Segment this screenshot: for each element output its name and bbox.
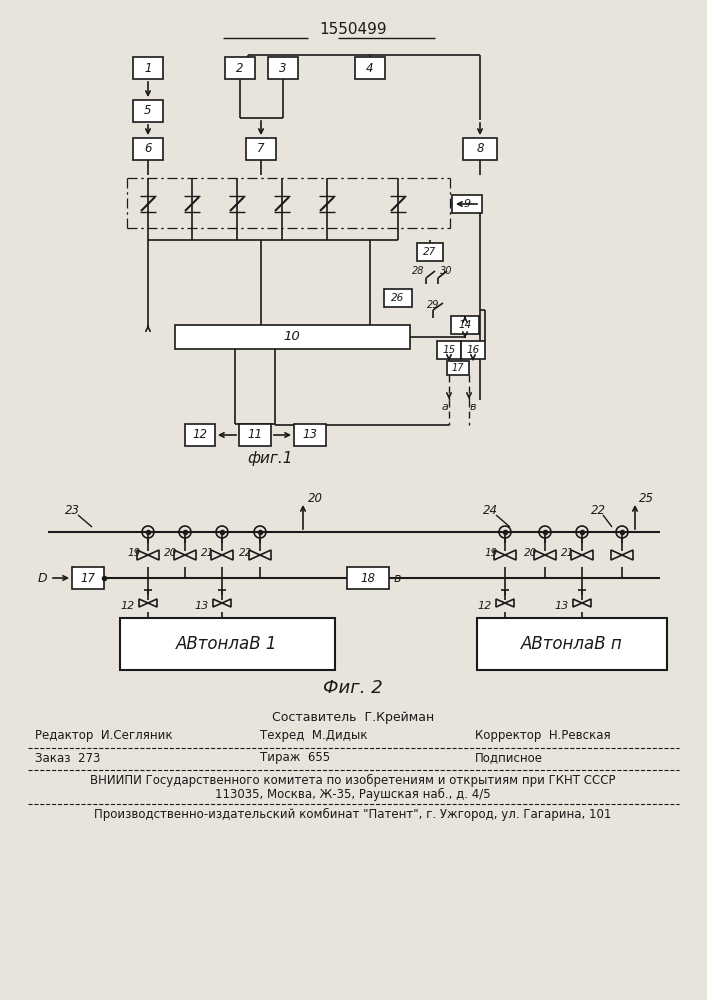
- Text: 113035, Москва, Ж-35, Раушская наб., д. 4/5: 113035, Москва, Ж-35, Раушская наб., д. …: [215, 787, 491, 801]
- Text: 17: 17: [452, 363, 464, 373]
- Text: 9: 9: [463, 199, 471, 209]
- Bar: [239, 424, 271, 446]
- Text: 27: 27: [423, 247, 437, 257]
- Bar: [120, 618, 335, 670]
- Text: 4: 4: [366, 62, 374, 75]
- Text: 28: 28: [411, 266, 424, 276]
- Bar: [133, 100, 163, 122]
- Text: 3: 3: [279, 62, 287, 75]
- Bar: [175, 325, 409, 349]
- Text: 7: 7: [257, 142, 264, 155]
- Bar: [133, 57, 163, 79]
- Text: Заказ  273: Заказ 273: [35, 752, 100, 764]
- Text: Техред  М.Дидык: Техред М.Дидык: [260, 730, 368, 742]
- Text: Составитель  Г.Крейман: Составитель Г.Крейман: [272, 712, 434, 724]
- Bar: [417, 243, 443, 261]
- Bar: [437, 341, 461, 359]
- Text: 13: 13: [303, 428, 317, 442]
- Text: в: в: [469, 402, 477, 412]
- Text: 12: 12: [192, 428, 207, 442]
- Text: Производственно-издательский комбинат "Патент", г. Ужгород, ул. Гагарина, 101: Производственно-издательский комбинат "П…: [94, 807, 612, 821]
- Bar: [355, 57, 385, 79]
- Text: 1: 1: [144, 62, 152, 75]
- Text: АВтонлаВ 1: АВтонлаВ 1: [176, 635, 278, 653]
- Text: Фиг. 2: Фиг. 2: [323, 679, 383, 697]
- Text: 20: 20: [308, 492, 323, 506]
- Bar: [347, 567, 389, 589]
- Bar: [452, 195, 482, 213]
- Bar: [268, 57, 298, 79]
- Bar: [225, 57, 255, 79]
- Text: 12: 12: [121, 601, 135, 611]
- Text: 17: 17: [81, 572, 95, 584]
- Text: 13: 13: [555, 601, 569, 611]
- Text: 23: 23: [64, 504, 79, 516]
- Text: 12: 12: [478, 601, 492, 611]
- Text: 22: 22: [590, 504, 605, 516]
- Text: 18: 18: [361, 572, 375, 584]
- Text: а: а: [442, 402, 448, 412]
- Bar: [477, 618, 667, 670]
- Text: 10: 10: [284, 330, 300, 344]
- Text: 26: 26: [392, 293, 404, 303]
- Bar: [451, 316, 479, 334]
- Text: 19: 19: [484, 548, 498, 558]
- Text: 6: 6: [144, 142, 152, 155]
- Text: 8: 8: [477, 142, 484, 155]
- Text: 15: 15: [443, 345, 455, 355]
- Text: 19: 19: [127, 548, 141, 558]
- Text: 13: 13: [195, 601, 209, 611]
- Bar: [461, 341, 485, 359]
- Text: 16: 16: [467, 345, 479, 355]
- Text: 5: 5: [144, 104, 152, 117]
- Bar: [384, 289, 412, 307]
- Text: 25: 25: [639, 492, 654, 506]
- Bar: [185, 424, 215, 446]
- Bar: [463, 138, 497, 160]
- Bar: [447, 361, 469, 375]
- Bar: [133, 138, 163, 160]
- Text: 2: 2: [236, 62, 244, 75]
- Text: АВтонлаВ п: АВтонлаВ п: [521, 635, 623, 653]
- Text: Тираж  655: Тираж 655: [260, 752, 330, 764]
- Text: 11: 11: [247, 428, 262, 442]
- Text: фиг.1: фиг.1: [247, 450, 293, 466]
- Text: 21: 21: [561, 548, 575, 558]
- Text: 29: 29: [427, 300, 439, 310]
- Text: ВНИИПИ Государственного комитета по изобретениям и открытиям при ГКНТ СССР: ВНИИПИ Государственного комитета по изоб…: [90, 773, 616, 787]
- Text: D: D: [37, 572, 47, 584]
- Text: 30: 30: [440, 266, 452, 276]
- Text: 20: 20: [525, 548, 537, 558]
- Bar: [72, 567, 104, 589]
- Text: Корректор  Н.Ревская: Корректор Н.Ревская: [475, 730, 611, 742]
- Text: Редактор  И.Сегляник: Редактор И.Сегляник: [35, 730, 173, 742]
- Text: в: в: [394, 572, 402, 584]
- Text: 14: 14: [458, 320, 472, 330]
- Text: 22: 22: [240, 548, 252, 558]
- Bar: [294, 424, 326, 446]
- Text: 20: 20: [164, 548, 177, 558]
- Text: 21: 21: [201, 548, 215, 558]
- Text: 1550499: 1550499: [319, 22, 387, 37]
- Text: 24: 24: [482, 504, 498, 516]
- Text: Подписное: Подписное: [475, 752, 543, 764]
- Bar: [246, 138, 276, 160]
